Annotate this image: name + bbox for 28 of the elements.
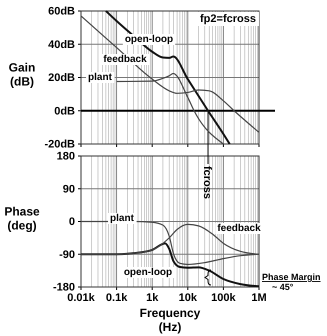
y-tick-label: 60dB: [48, 6, 76, 18]
y-tick-label: 180: [56, 150, 75, 163]
x-tick-label: 100k: [211, 292, 237, 304]
y-axis-title: Phase (deg): [4, 204, 40, 232]
text: Phase Margin ~ 45°: [262, 272, 321, 292]
series-label: plant: [88, 72, 113, 83]
x-tick-label: 10k: [178, 292, 198, 304]
ref-line-label: fcross: [201, 166, 214, 200]
series-label: plant: [110, 213, 135, 224]
y-tick-label: 20dB: [48, 72, 76, 84]
x-tick-label: 0.1k: [106, 292, 128, 304]
x-axis-title: Frequency (Hz): [140, 306, 201, 334]
y-tick-label: 40dB: [48, 38, 76, 51]
y-axis-title: Gain (dB): [8, 60, 36, 88]
y-tick-label: -90: [59, 248, 75, 261]
y-tick-label: 0dB: [54, 105, 76, 118]
series-label: open-loop: [124, 267, 172, 278]
x-tick-label: 1k: [146, 292, 160, 304]
y-tick-label: 0: [68, 216, 75, 228]
y-tick-label: -180: [52, 282, 75, 294]
x-tick-label: 1M: [251, 292, 267, 304]
y-tick-label: -20dB: [44, 138, 76, 151]
x-tick-label: 0.01k: [67, 292, 96, 304]
series-label: feedback: [217, 223, 262, 234]
annotation: fp2=fcross: [200, 13, 256, 25]
series-label: open-loop: [124, 34, 174, 45]
y-tick-label: 90: [62, 183, 75, 196]
series-label: feedback: [103, 54, 148, 65]
